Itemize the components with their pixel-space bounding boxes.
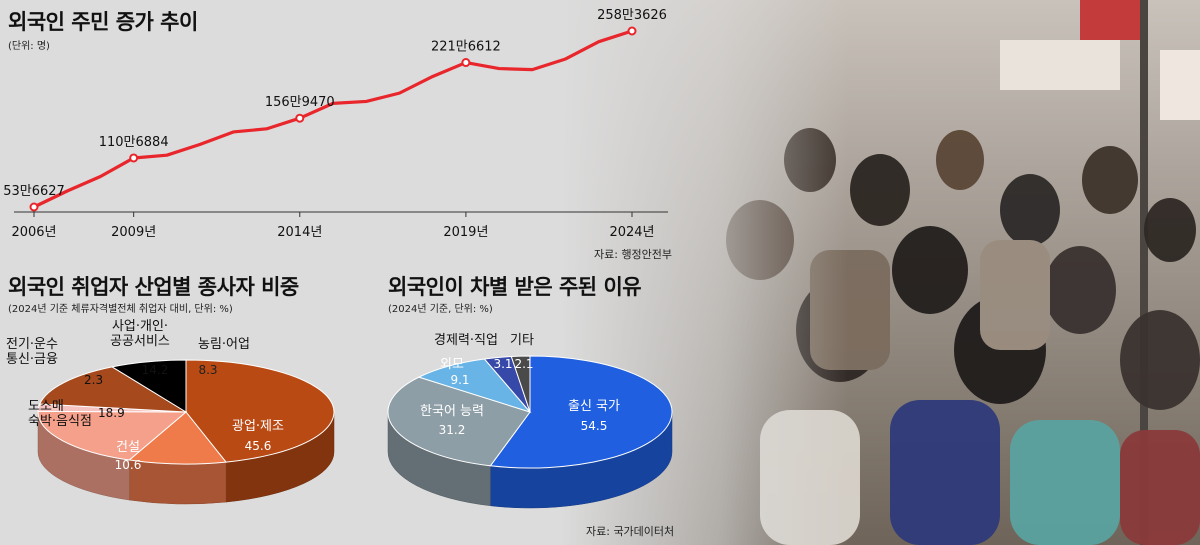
x-tick-label: 2014년 [277, 225, 322, 240]
pie-slice-value: 9.1 [450, 373, 469, 387]
pie-slice [417, 358, 532, 414]
pie-slice-value: 54.5 [581, 419, 608, 433]
pie-slice-label: 경제력·직업 [434, 333, 498, 348]
pie-slice [37, 410, 188, 461]
pie-side [129, 459, 227, 505]
pie-slice-value: 14.2 [142, 363, 169, 377]
pie-slice-label: 통신·금융 [6, 352, 58, 367]
pie-slice-value: 10.6 [115, 458, 142, 472]
x-tick-label: 2006년 [11, 225, 56, 240]
data-point [295, 113, 305, 123]
pie-slice-label: 농림·어업 [198, 337, 250, 352]
pie-slice-label: 외모 [440, 357, 464, 372]
pie-slice-label: 숙박·음식점 [28, 414, 92, 429]
pie-slice-value: 18.9 [98, 406, 125, 420]
pie2-unit: (2024년 기준, 단위: %) [388, 304, 493, 315]
pie-slice [387, 376, 531, 467]
data-point [29, 202, 39, 212]
pie-slice-label: 출신 국가 [568, 399, 620, 414]
x-tick-label: 2019년 [443, 225, 488, 240]
pie-slice-label: 전기·운수 [6, 337, 58, 352]
pie-slice [185, 359, 335, 463]
pie-slice-value: 2.1 [514, 357, 533, 371]
line-chart: 2006년 2009년 2014년 2019년 2024년 53만6627 110만6884… [3, 8, 668, 240]
pie-slice [128, 411, 227, 465]
pie2-title: 외국인이 차별 받은 주된 이유 [388, 275, 642, 299]
data-label: 156만9470 [265, 95, 335, 110]
pie-slice-label: 광업·제조 [232, 419, 284, 434]
pie-slice-value: 8.3 [198, 363, 217, 377]
pie-slice-label: 도소매 [28, 399, 64, 414]
pie-slice-label: 사업·개인· [112, 319, 168, 334]
data-label: 258만3626 [597, 8, 667, 23]
x-tick-label: 2024년 [609, 225, 654, 240]
x-tick-label: 2009년 [111, 225, 156, 240]
data-point [129, 153, 139, 163]
data-point [461, 58, 471, 68]
pie-slice-label: 공공서비스 [110, 334, 170, 349]
pie-slice-label: 기타 [510, 333, 534, 348]
pie1-unit: (2024년 기준 체류자격별전체 취업자 대비, 단위: %) [8, 304, 233, 315]
pie-slice-label: 한국어 능력 [420, 404, 484, 419]
pie-slice-value: 45.6 [245, 439, 272, 453]
series-line [32, 29, 634, 209]
pie-slice-value: 3.1 [493, 357, 512, 371]
data-point [627, 26, 637, 36]
data-label: 221만6612 [431, 40, 501, 55]
line-chart-unit: (단위: 명) [8, 41, 50, 52]
line-chart-title: 외국인 주민 증가 추이 [8, 10, 198, 34]
pie-slice-value: 31.2 [439, 423, 466, 437]
pie-slice [489, 355, 673, 469]
pie-slice [110, 359, 187, 413]
pie-slice [39, 366, 187, 413]
data-label: 53만6627 [3, 184, 65, 199]
pie2-source: 자료: 국가데이터처 [586, 525, 675, 538]
data-label: 110만6884 [99, 135, 169, 150]
pie-slice-label: 건설 [116, 440, 140, 455]
crowd-photo [560, 0, 1200, 545]
pie-slice-value: 2.3 [84, 373, 103, 387]
pie-slice [510, 355, 531, 413]
pie1-title: 외국인 취업자 산업별 종사자 비중 [8, 275, 299, 299]
line-chart-source: 자료: 행정안전부 [594, 248, 673, 261]
pie-chart-discrimination: 출신 국가 54.5 한국어 능력 31.2 외모9.1 경제력·직업 3.1 기타 2.1 [387, 333, 673, 509]
